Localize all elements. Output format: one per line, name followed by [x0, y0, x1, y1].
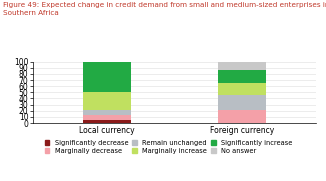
- Bar: [218, 110, 266, 123]
- Bar: [83, 110, 130, 115]
- Bar: [83, 120, 130, 123]
- Bar: [218, 62, 266, 70]
- Text: Figure 49: Expected change in credit demand from small and medium-sized enterpri: Figure 49: Expected change in credit dem…: [3, 2, 326, 16]
- Legend: Significantly decrease, Marginally decrease, Remain unchanged, Marginally increa: Significantly decrease, Marginally decre…: [45, 140, 293, 154]
- Bar: [83, 92, 130, 110]
- Bar: [218, 70, 266, 83]
- Bar: [218, 83, 266, 95]
- Bar: [83, 62, 130, 92]
- Bar: [218, 95, 266, 110]
- Bar: [83, 115, 130, 120]
